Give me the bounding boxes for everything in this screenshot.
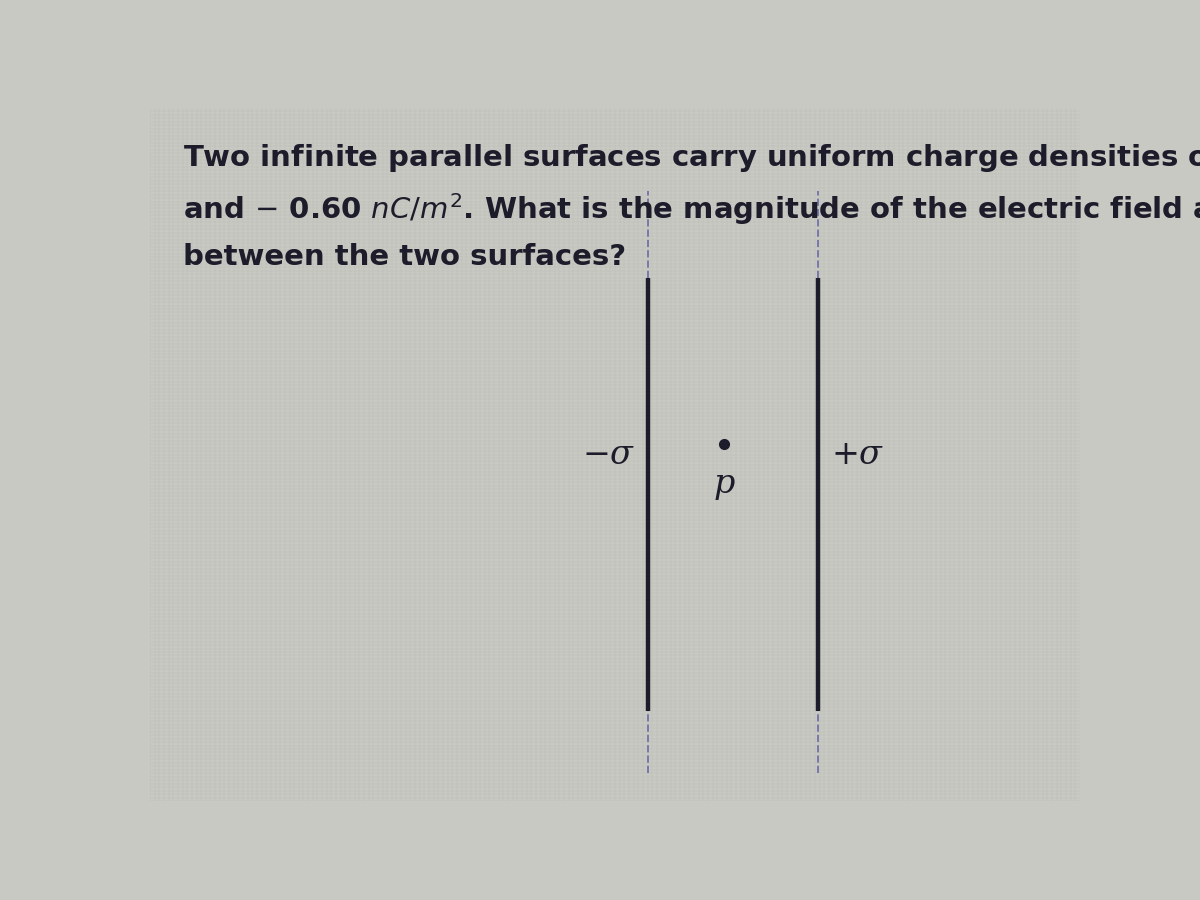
Text: between the two surfaces?: between the two surfaces?	[182, 243, 625, 271]
Text: −σ: −σ	[583, 438, 634, 471]
Text: p: p	[713, 468, 734, 500]
Text: Two infinite parallel surfaces carry uniform charge densities of 0.2 $nC/m^2$: Two infinite parallel surfaces carry uni…	[182, 140, 1200, 176]
Text: +σ: +σ	[832, 438, 882, 471]
Text: and $-$ 0.60 $nC/m^2$. What is the magnitude of the electric field at a point: and $-$ 0.60 $nC/m^2$. What is the magni…	[182, 191, 1200, 227]
